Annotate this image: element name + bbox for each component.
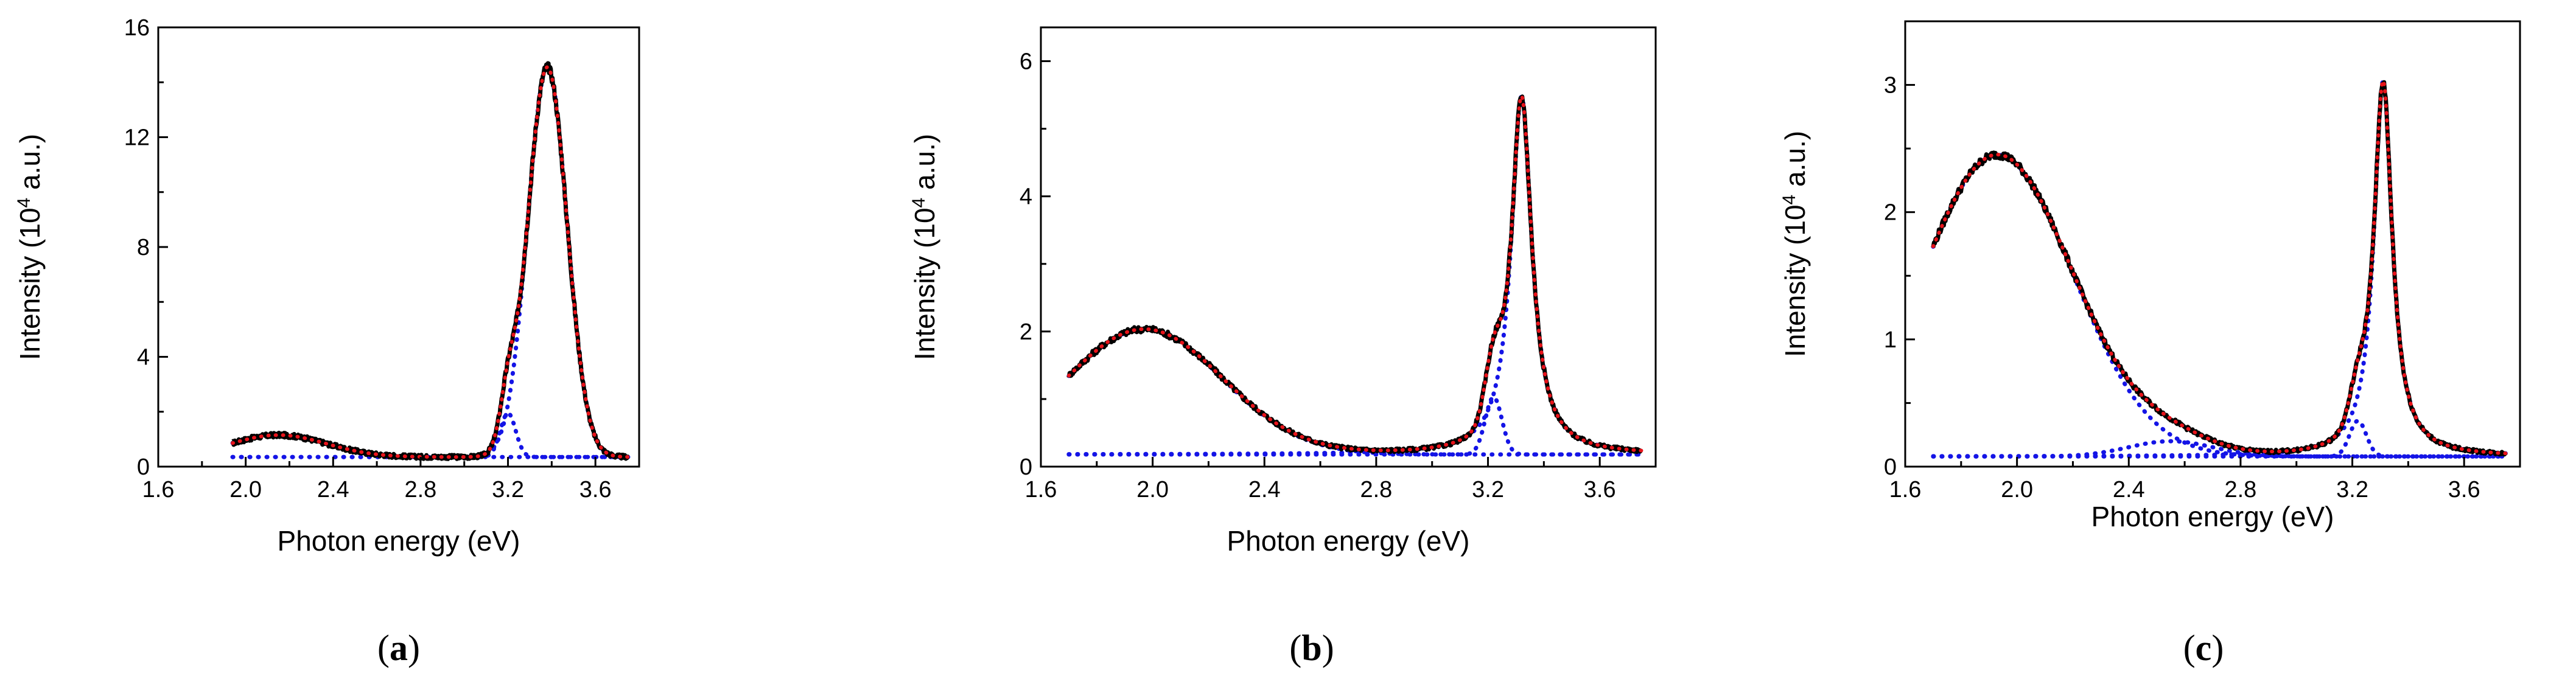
fit-curve-b <box>1066 92 1643 453</box>
plot-frame-c <box>1904 20 2521 468</box>
y-tick-label-a-0: 0 <box>137 454 150 480</box>
chart-panel-a: 1.6 2.0 2.4 2.8 3.2 3.6 0 4 8 12 16 Photon energy… <box>14 15 640 668</box>
y-tick-label-c-2: 2 <box>1884 200 1897 226</box>
chart-panel-b: 1.6 2.0 2.4 2.8 3.2 3.6 0 2 4 6 Photon energy (e… <box>909 26 1657 668</box>
fit-curve-a <box>231 65 630 459</box>
data-curve-b <box>1066 94 1643 454</box>
x-tick-label-b-3: 2.8 <box>1360 477 1392 503</box>
x-axis-label-a: Photon energy (eV) <box>278 525 520 557</box>
y-tick-label-c-3: 3 <box>1884 73 1897 99</box>
x-axis-c: 1.6 2.0 2.4 2.8 3.2 3.6 <box>1889 457 2480 503</box>
component-curve-b-0 <box>1066 327 1644 457</box>
y-tick-label-b-0: 0 <box>1020 454 1032 480</box>
y-axis-a: 0 4 8 12 16 <box>124 15 168 480</box>
plot-area-b <box>1066 92 1644 457</box>
x-axis-b: 1.6 2.0 2.4 2.8 3.2 3.6 <box>1025 457 1616 503</box>
x-axis-a: 1.6 2.0 2.4 2.8 3.2 3.6 <box>142 457 612 503</box>
fit-curve-c <box>1931 77 2508 456</box>
plot-area-c <box>1931 77 2508 459</box>
panel-label-b: (b) <box>1289 628 1334 668</box>
y-axis-label-b: Intensity (104 a.u.) <box>909 134 940 360</box>
plot-frame-a <box>157 26 640 468</box>
x-axis-label-c: Photon energy (eV) <box>2091 501 2334 532</box>
y-tick-label-b-3: 6 <box>1020 49 1032 75</box>
y-tick-label-a-4: 16 <box>124 15 150 41</box>
y-tick-label-b-1: 2 <box>1020 319 1032 345</box>
component-curve-b-2 <box>1066 92 1644 457</box>
x-tick-label-c-4: 3.2 <box>2336 477 2368 503</box>
y-axis-b: 0 2 4 6 <box>1020 49 1051 480</box>
x-tick-label-a-0: 1.6 <box>142 477 175 503</box>
x-tick-label-a-2: 2.4 <box>317 477 349 503</box>
component-curve-c-0 <box>1931 153 2508 459</box>
y-tick-label-a-3: 12 <box>124 125 150 151</box>
x-tick-label-b-5: 3.6 <box>1584 477 1616 503</box>
component-curve-c-3 <box>1931 77 2508 459</box>
plot-frame-b <box>1040 26 1657 468</box>
y-tick-label-c-0: 0 <box>1884 454 1897 480</box>
x-axis-label-b: Photon energy (eV) <box>1227 525 1470 557</box>
x-tick-label-b-2: 2.4 <box>1248 477 1281 503</box>
y-tick-label-c-1: 1 <box>1884 327 1897 353</box>
x-tick-label-b-4: 3.2 <box>1472 477 1504 503</box>
panel-label-a: (a) <box>377 628 420 668</box>
chart-panel-c: 1.6 2.0 2.4 2.8 3.2 3.6 0 1 2 3 Photon energy (e… <box>1779 20 2521 668</box>
x-tick-label-c-1: 2.0 <box>2001 477 2033 503</box>
y-tick-label-b-2: 4 <box>1020 184 1032 210</box>
panel-label-c: (c) <box>2183 628 2224 668</box>
y-axis-label-a: Intensity (104 a.u.) <box>14 134 46 360</box>
y-axis-c: 0 1 2 3 <box>1884 20 1915 480</box>
x-tick-label-a-3: 2.8 <box>404 477 436 503</box>
x-tick-label-a-4: 3.2 <box>492 477 524 503</box>
plot-area-a <box>230 61 631 461</box>
x-tick-label-b-0: 1.6 <box>1025 477 1057 503</box>
x-tick-label-c-3: 2.8 <box>2224 477 2256 503</box>
x-tick-label-a-5: 3.6 <box>579 477 612 503</box>
data-curve-c <box>1931 80 2508 457</box>
y-tick-label-a-2: 8 <box>137 235 150 260</box>
x-tick-label-c-5: 3.6 <box>2448 477 2480 503</box>
x-tick-label-a-1: 2.0 <box>229 477 262 503</box>
y-tick-label-a-1: 4 <box>137 345 150 371</box>
x-tick-label-b-1: 2.0 <box>1136 477 1169 503</box>
y-axis-label-c: Intensity (104 a.u.) <box>1779 131 1811 357</box>
x-tick-label-c-2: 2.4 <box>2113 477 2145 503</box>
x-tick-label-c-0: 1.6 <box>1889 477 1922 503</box>
